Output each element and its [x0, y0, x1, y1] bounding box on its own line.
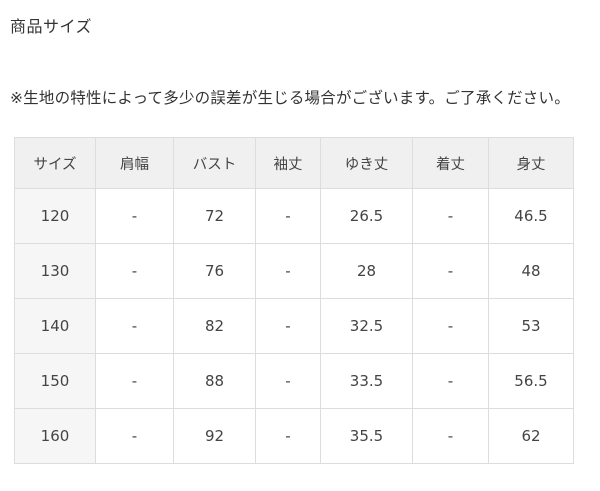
table-row: 160-92-35.5-62 [14, 408, 574, 464]
table-cell: 82 [173, 298, 256, 354]
table-cell: - [412, 353, 489, 409]
size-table-body: 120-72-26.5-46.5 130-76-28-48 140-82-32.5-… [14, 188, 574, 464]
table-cell: 46.5 [488, 188, 574, 244]
table-row: 130-76-28-48 [14, 243, 574, 299]
column-header: ゆき丈 [320, 137, 413, 189]
column-header: サイズ [14, 137, 96, 189]
row-header-size: 120 [14, 188, 96, 244]
table-cell: 26.5 [320, 188, 413, 244]
table-cell: 76 [173, 243, 256, 299]
table-cell: 48 [488, 243, 574, 299]
table-cell: - [255, 298, 321, 354]
table-cell: - [95, 353, 174, 409]
table-cell: 88 [173, 353, 256, 409]
table-cell: - [412, 408, 489, 464]
table-cell: 62 [488, 408, 574, 464]
column-header: 身丈 [488, 137, 574, 189]
table-cell: - [255, 188, 321, 244]
product-size-table: サイズ 肩幅 バスト 袖丈 ゆき丈 着丈 身丈 120-72-26.5-46.5 130-76… [14, 137, 574, 464]
table-cell: - [95, 188, 174, 244]
table-cell: - [412, 188, 489, 244]
disclaimer-note: ※生地の特性によって多少の誤差が生じる場合がございます。ご了承ください。 [10, 89, 570, 107]
column-header: バスト [173, 137, 256, 189]
row-header-size: 130 [14, 243, 96, 299]
table-cell: 72 [173, 188, 256, 244]
column-header: 肩幅 [95, 137, 174, 189]
row-header-size: 150 [14, 353, 96, 409]
table-cell: - [95, 408, 174, 464]
table-cell: 53 [488, 298, 574, 354]
table-cell: - [255, 353, 321, 409]
table-cell: - [95, 298, 174, 354]
table-row: 150-88-33.5-56.5 [14, 353, 574, 409]
table-row: 140-82-32.5-53 [14, 298, 574, 354]
table-cell: - [255, 243, 321, 299]
table-cell: 28 [320, 243, 413, 299]
table-cell: 92 [173, 408, 256, 464]
header-row: サイズ 肩幅 バスト 袖丈 ゆき丈 着丈 身丈 [14, 137, 574, 189]
row-header-size: 140 [14, 298, 96, 354]
table-cell: 35.5 [320, 408, 413, 464]
table-cell: - [255, 408, 321, 464]
table-cell: 56.5 [488, 353, 574, 409]
table-cell: - [412, 243, 489, 299]
table-row: 120-72-26.5-46.5 [14, 188, 574, 244]
table-cell: - [95, 243, 174, 299]
column-header: 袖丈 [255, 137, 321, 189]
table-cell: 33.5 [320, 353, 413, 409]
page-title: 商品サイズ [10, 17, 93, 36]
table-cell: 32.5 [320, 298, 413, 354]
row-header-size: 160 [14, 408, 96, 464]
column-header: 着丈 [412, 137, 489, 189]
table-cell: - [412, 298, 489, 354]
